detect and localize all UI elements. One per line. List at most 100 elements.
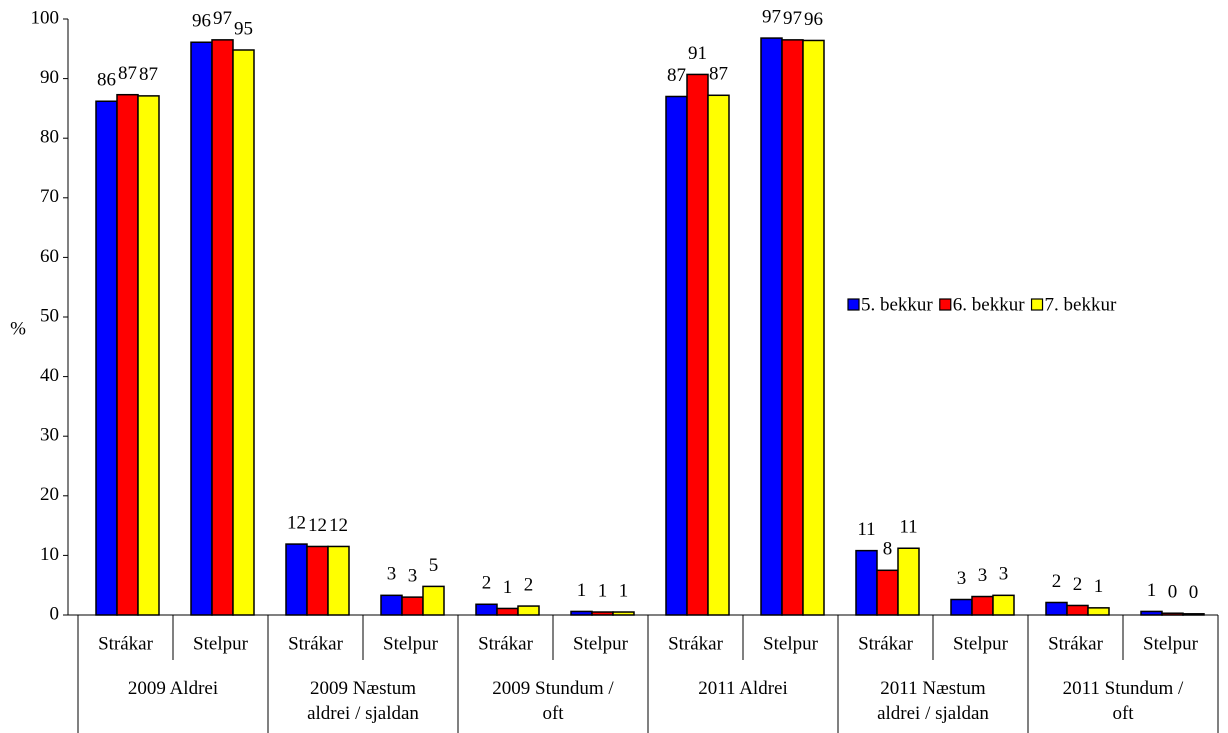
- data-label: 12: [287, 512, 306, 533]
- legend-label: 6. bekkur: [953, 294, 1025, 315]
- bar: [1045, 601, 1068, 616]
- bar: [232, 49, 255, 616]
- x-tick-label: Strákar: [1048, 633, 1104, 654]
- group-label: 2011 Stundum / oft: [1063, 678, 1184, 724]
- data-label: 1: [1094, 576, 1104, 597]
- bar: [665, 95, 688, 616]
- group-label-line: 2009 Aldrei: [128, 678, 218, 699]
- bar: [327, 545, 350, 616]
- data-label: 91: [688, 43, 707, 64]
- data-label: 1: [619, 580, 629, 601]
- bar: [1140, 610, 1163, 616]
- legend-swatch: [1030, 298, 1044, 311]
- group-label-line: 2009 Næstum: [310, 678, 416, 699]
- data-label: 2: [482, 573, 492, 594]
- data-label: 2: [524, 574, 534, 595]
- data-label: 11: [899, 517, 917, 538]
- y-tick-label: 10: [40, 544, 59, 565]
- bar: [137, 95, 160, 616]
- data-label: 96: [804, 9, 823, 30]
- y-tick-label: 30: [40, 425, 59, 446]
- group-label-line: 2011 Stundum /: [1063, 678, 1184, 699]
- x-tick-label: Stelpur: [763, 633, 819, 654]
- y-tick-label: 100: [31, 7, 60, 28]
- bar: [971, 595, 994, 616]
- bar: [707, 94, 730, 616]
- y-tick-label: 0: [50, 603, 60, 624]
- data-label: 87: [709, 64, 728, 85]
- data-label: 97: [762, 6, 781, 27]
- y-tick-label: 80: [40, 127, 59, 148]
- bar: [1087, 607, 1110, 616]
- data-label: 12: [329, 515, 348, 536]
- data-label: 12: [308, 515, 327, 536]
- data-label: 1: [503, 577, 513, 598]
- data-label: 87: [139, 64, 158, 85]
- group-label-line: aldrei / sjaldan: [307, 703, 419, 724]
- data-label: 2: [1073, 574, 1083, 595]
- bar: [897, 547, 920, 616]
- group-label: 2009 Stundum / oft: [492, 678, 614, 724]
- bar: [950, 598, 973, 616]
- bar: [612, 611, 635, 616]
- x-tick-label: Strákar: [478, 633, 534, 654]
- y-tick-label: 60: [40, 246, 59, 267]
- x-tick-label: Stelpur: [573, 633, 629, 654]
- data-label: 3: [408, 565, 418, 586]
- data-label: 87: [667, 65, 686, 86]
- y-tick-label: 20: [40, 484, 59, 505]
- legend-label: 7. bekkur: [1045, 294, 1117, 315]
- x-tick-label: Stelpur: [953, 633, 1009, 654]
- bar: [1066, 604, 1089, 616]
- x-tick-label: Stelpur: [193, 633, 249, 654]
- group-label-line: oft: [542, 703, 564, 724]
- bar: [1161, 612, 1184, 616]
- bar: [285, 543, 308, 616]
- bar: [380, 594, 403, 616]
- bar: [760, 37, 783, 616]
- data-label: 3: [387, 564, 397, 585]
- bar: [781, 39, 804, 616]
- bar: [591, 611, 614, 616]
- group-label-line: 2011 Næstum: [880, 678, 986, 699]
- x-tick-label: Strákar: [858, 633, 914, 654]
- data-label: 2: [1052, 571, 1062, 592]
- data-label: 5: [429, 555, 439, 576]
- data-label: 1: [1147, 580, 1157, 601]
- y-axis-label: %: [10, 318, 26, 339]
- bar: [190, 41, 213, 616]
- bar: [211, 39, 234, 616]
- bar: [401, 596, 424, 616]
- group-label: 2009 Aldrei: [128, 678, 218, 699]
- legend-swatch: [847, 298, 860, 311]
- group-label-line: 2009 Stundum /: [492, 678, 614, 699]
- data-label: 0: [1168, 582, 1178, 603]
- y-tick-label: 90: [40, 67, 59, 88]
- data-label: 0: [1189, 582, 1199, 603]
- x-tick-label: Strákar: [668, 633, 724, 654]
- data-label: 3: [999, 564, 1009, 585]
- y-tick-label: 70: [40, 186, 59, 207]
- x-tick-label: Stelpur: [383, 633, 439, 654]
- data-label: 95: [234, 18, 253, 39]
- data-label: 97: [213, 8, 232, 29]
- bar: [876, 569, 899, 616]
- group-label-line: 2011 Aldrei: [698, 678, 788, 699]
- x-tick-label: Stelpur: [1143, 633, 1199, 654]
- data-label: 1: [577, 580, 587, 601]
- legend-swatch: [939, 298, 952, 311]
- bar: [992, 594, 1015, 616]
- group-label: 2011 Næstum aldrei / sjaldan: [877, 678, 989, 724]
- bar: [422, 585, 445, 616]
- group-label: 2009 Næstum aldrei / sjaldan: [307, 678, 419, 724]
- group-label: 2011 Aldrei: [698, 678, 788, 699]
- x-tick-label: Strákar: [288, 633, 344, 654]
- y-tick-label: 50: [40, 305, 59, 326]
- data-label: 1: [598, 580, 608, 601]
- bar: [570, 610, 593, 616]
- bar: [686, 73, 709, 616]
- bar: [517, 605, 540, 616]
- x-tick-label: Strákar: [98, 633, 154, 654]
- group-label-line: oft: [1112, 703, 1134, 724]
